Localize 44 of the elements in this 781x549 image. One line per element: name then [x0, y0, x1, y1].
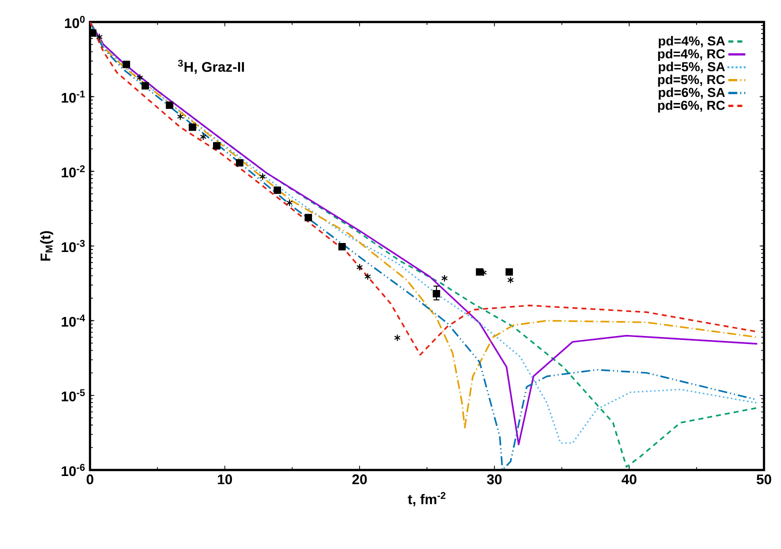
y-tick-label: 10$^{-4}$ [62, 314, 86, 327]
point [286, 199, 293, 206]
point [236, 159, 244, 167]
x-tick-label: 40 [622, 474, 636, 484]
legend-label: pd=4%, SA [658, 36, 725, 48]
legend-label: pd=6%, RC [658, 100, 725, 112]
point [394, 334, 401, 342]
y-tick-label: 10$^{-2}$ [62, 165, 85, 178]
y-axis-title: F$_{M}$(t) [40, 231, 54, 261]
point [166, 101, 174, 109]
y-tick-label: 10$^{-6}$ [62, 464, 85, 476]
point [200, 133, 206, 140]
point [122, 60, 130, 68]
legend-label: pd=6%, SA [658, 88, 725, 100]
x-tick-label: 20 [352, 474, 367, 484]
point [507, 276, 514, 284]
point [96, 33, 103, 41]
legend-label: pd=4%, RC [658, 48, 725, 61]
y-tick-label: 10$^{0}$ [65, 16, 85, 28]
point [188, 124, 196, 131]
point [432, 290, 440, 298]
x-tick-label: 50 [756, 474, 772, 484]
annotation: $^{3}$H, Graz-II [178, 60, 244, 74]
point [441, 274, 448, 282]
x-tick-label: 10 [218, 474, 232, 484]
x-tick-label: 0 [86, 474, 94, 484]
legend-label: pd=5%, RC [658, 74, 725, 87]
point [213, 142, 220, 150]
point [259, 172, 266, 180]
point [364, 272, 371, 280]
point [136, 74, 144, 82]
y-tick-label: 10$^{-5}$ [62, 389, 85, 402]
point [274, 186, 282, 194]
y-tick-label: 10$^{-1}$ [62, 90, 85, 103]
x-tick-label: 30 [486, 474, 502, 484]
point [304, 214, 312, 222]
y-tick-label: 10$^{-3}$ [62, 240, 85, 252]
point [177, 112, 184, 120]
point [338, 242, 346, 250]
point [506, 268, 513, 276]
x-axis-title: t, fm$^{-2}$ [408, 492, 446, 506]
point [356, 264, 363, 271]
legend-label: pd=5%, SA [658, 62, 725, 74]
point [142, 82, 149, 90]
